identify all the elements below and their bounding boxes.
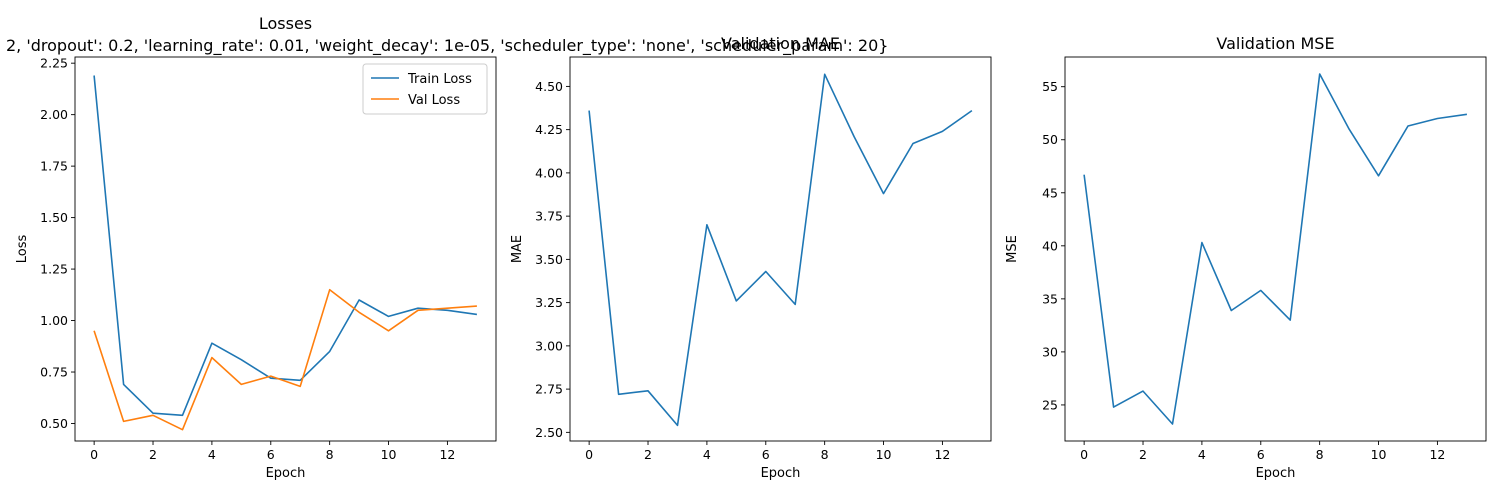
y-tick-label: 3.50 (535, 252, 563, 267)
series-line-1 (93, 75, 478, 417)
y-axis-label: MSE (1005, 235, 1020, 263)
x-tick-label: 4 (208, 447, 216, 462)
y-tick-label: 2.75 (535, 382, 563, 397)
legend-box (362, 63, 488, 115)
x-tick-label: 0 (1080, 447, 1088, 462)
y-tick-label: 1.00 (40, 313, 68, 328)
y-tick-label: 55 (1042, 79, 1058, 94)
x-tick-label: 10 (1371, 447, 1387, 462)
y-tick-label: 4.00 (535, 165, 563, 180)
plot-frame (569, 56, 992, 442)
y-tick-label: 45 (1042, 185, 1058, 200)
plot-frame (1064, 56, 1487, 442)
y-tick-label: 2.50 (535, 425, 563, 440)
y-tick-label: 2.25 (40, 56, 68, 71)
legend-entry: Val Loss (408, 93, 460, 108)
y-tick-label: 35 (1042, 291, 1058, 306)
x-tick-label: 8 (821, 447, 829, 462)
y-tick-label: 0.50 (40, 416, 68, 431)
subplot-1: 0 2 4 6 8 10 12 0.50 0.75 1.00 1.25 1.50 1.75 2.00 2.2… (15, 14, 497, 481)
y-tick-label: 50 (1042, 132, 1058, 147)
y-tick-label: 4.25 (535, 122, 563, 137)
y-tick-label: 2.00 (40, 107, 68, 122)
y-tick-label: 1.75 (40, 159, 68, 174)
y-tick-label: 25 (1042, 397, 1058, 412)
y-tick-label: 0.75 (40, 365, 68, 380)
subplot-3: 0 2 4 6 8 10 12 25 30 35 40 45 50 55 Validation MSE Epo… (1005, 34, 1487, 481)
series-line-2 (93, 288, 477, 431)
subplot-title: Losses (259, 14, 312, 33)
y-tick-label: 3.75 (535, 209, 563, 224)
x-tick-label: 8 (1316, 447, 1324, 462)
x-tick-label: 8 (326, 447, 334, 462)
subplot-title: Validation MSE (1216, 34, 1334, 53)
x-tick-label: 2 (644, 447, 652, 462)
x-tick-label: 6 (762, 447, 770, 462)
x-tick-label: 12 (1429, 447, 1445, 462)
x-axis-label: Epoch (761, 466, 801, 481)
y-axis-label: Loss (15, 235, 30, 264)
y-tick-label: 1.25 (40, 262, 68, 277)
y-tick-label: 3.25 (535, 295, 563, 310)
figure-suptitle: 2, 'dropout': 0.2, 'learning_rate': 0.01… (6, 36, 888, 56)
series-line-1 (1083, 73, 1468, 425)
y-tick-label: 30 (1042, 344, 1058, 359)
x-tick-label: 12 (934, 447, 950, 462)
subplot-2: 0 2 4 6 8 10 12 2.50 2.75 3.00 3.25 3.50 3.75 4.00 4.2… (510, 34, 992, 481)
y-tick-label: 1.50 (40, 210, 68, 225)
y-tick-label: 3.00 (535, 338, 563, 353)
x-tick-label: 0 (90, 447, 98, 462)
subplot-title: Validation MAE (721, 34, 840, 53)
y-tick-label: 4.50 (535, 79, 563, 94)
x-tick-label: 6 (1257, 447, 1265, 462)
y-tick-label: 40 (1042, 238, 1058, 253)
legend-entry: Train Loss (407, 72, 472, 87)
x-tick-label: 6 (267, 447, 275, 462)
x-axis-label: Epoch (1256, 466, 1296, 481)
x-tick-label: 2 (149, 447, 157, 462)
x-tick-label: 10 (381, 447, 397, 462)
x-axis-label: Epoch (266, 466, 306, 481)
x-tick-label: 0 (585, 447, 593, 462)
x-tick-label: 12 (439, 447, 455, 462)
x-tick-label: 4 (703, 447, 711, 462)
legend: Train Loss Val Loss (362, 63, 488, 115)
x-tick-label: 10 (876, 447, 892, 462)
series-line-1 (588, 73, 973, 427)
plot-frame (74, 56, 497, 442)
x-tick-label: 2 (1139, 447, 1147, 462)
x-tick-label: 4 (1198, 447, 1206, 462)
y-axis-label: MAE (510, 235, 525, 263)
